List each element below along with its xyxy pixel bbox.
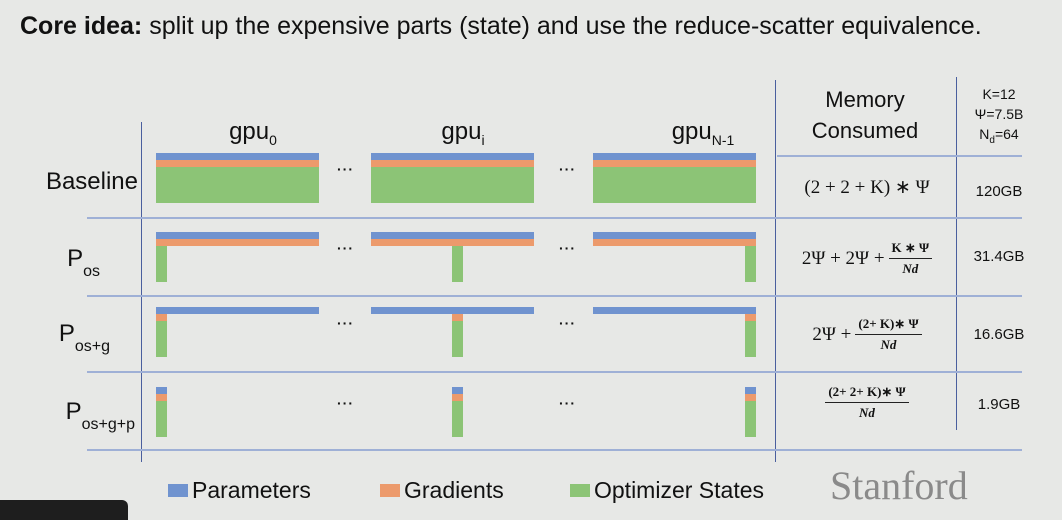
gradients-swatch [380,484,400,497]
value-baseline: 120GB [975,183,1023,200]
row-divider [87,217,1022,219]
gradients-full [156,239,319,246]
header-divider [777,155,1022,157]
optimizer-full [156,167,319,203]
ellipsis: ··· [559,161,576,177]
legend-gradients: Gradients [380,477,504,504]
value-pos-g: 16.6GB [973,326,1025,343]
optimizer-shard [745,246,756,282]
parameters-full [156,232,319,239]
parameters-full [593,153,756,160]
gradients-shard [156,314,167,321]
parameters-full [371,307,534,314]
memory-consumed-header: Memory Consumed [811,87,919,143]
ellipsis: ··· [337,161,354,177]
gradients-shard [452,394,463,401]
memory-column-divider [775,80,776,462]
stanford-logo: Stanford [830,463,968,508]
gradients-shard [156,394,167,401]
ellipsis: ··· [559,395,576,411]
optimizer-shard [452,246,463,282]
row-label-pos-g: Pos+g [58,320,110,355]
gradients-full [371,160,534,167]
ellipsis: ··· [559,315,576,331]
gradients-shard [745,314,756,321]
legend-optimizer-states: Optimizer States [570,477,764,504]
formula-pos-g: 2Ψ + (2+ K)∗ Ψ Nd [778,316,956,353]
parameters-full [371,153,534,160]
gradients-shard [745,394,756,401]
row-label-pos: Pos [67,245,100,280]
gradients-full [156,160,319,167]
value-pos-g-p: 1.9GB [977,396,1021,413]
gpu-header-i: gpui [441,118,485,148]
parameters-full [593,307,756,314]
optimizer-shard [156,246,167,282]
optimizer-shard [156,401,167,437]
ellipsis: ··· [337,240,354,256]
row-label-pos-g-p: Pos+g+p [65,398,135,433]
parameters-header: K=12 Ψ=7.5B Nd=64 [974,86,1024,146]
ellipsis: ··· [337,395,354,411]
formula-pos: 2Ψ + 2Ψ + K ∗ Ψ Nd [778,240,956,277]
gradients-full [593,239,756,246]
slide-title: Core idea: split up the expensive parts … [20,12,982,41]
formula-baseline: (2 + 2 + K) ∗ Ψ [804,177,930,198]
optimizer-shard [452,321,463,357]
formula-pos-g-p: (2+ 2+ K)∗ Ψ Nd [778,384,956,421]
optimizer-swatch [570,484,590,497]
ellipsis: ··· [559,240,576,256]
parameters-full [156,307,319,314]
parameters-full [371,232,534,239]
row-divider [87,371,1022,373]
gradients-full [371,239,534,246]
optimizer-shard [156,321,167,357]
gpu-header-0: gpu0 [229,118,277,148]
optimizer-shard [745,321,756,357]
parameters-swatch [168,484,188,497]
title-bold: Core idea: [20,12,143,40]
row-divider [87,449,1022,451]
optimizer-shard [745,401,756,437]
parameters-shard [452,387,463,394]
gradients-shard [452,314,463,321]
optimizer-full [371,167,534,203]
legend-parameters: Parameters [168,477,311,504]
parameters-full [156,153,319,160]
title-text: split up the expensive parts (state) and… [142,12,982,40]
row-divider [87,295,1022,297]
row-label-divider [141,122,142,462]
value-pos: 31.4GB [973,248,1025,265]
value-column-divider [956,77,957,430]
video-overlay-box [0,500,128,520]
parameters-shard [745,387,756,394]
row-label-baseline: Baseline [45,168,138,195]
ellipsis: ··· [337,315,354,331]
gradients-full [593,160,756,167]
gpu-header-n-1: gpuN-1 [671,118,735,148]
parameters-full [593,232,756,239]
parameters-shard [156,387,167,394]
optimizer-full [593,167,756,203]
optimizer-shard [452,401,463,437]
